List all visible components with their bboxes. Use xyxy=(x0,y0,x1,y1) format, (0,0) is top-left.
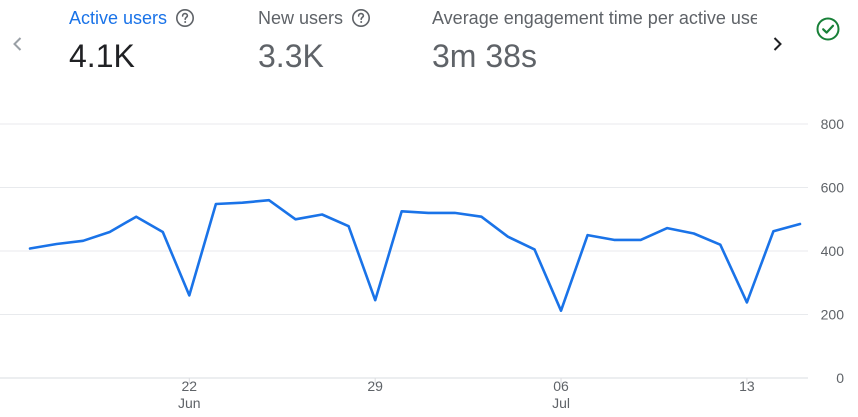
x-tick-label-day: 29 xyxy=(367,378,383,394)
status-badge[interactable] xyxy=(814,15,842,43)
metric-value: 4.1K xyxy=(69,38,135,74)
chart-series xyxy=(28,198,802,312)
check-circle-icon xyxy=(816,17,840,41)
metric-label: Active users xyxy=(69,8,168,28)
y-tick-label: 600 xyxy=(821,180,845,196)
series-line-active-users xyxy=(28,198,802,312)
x-tick-label-day: 13 xyxy=(739,378,755,394)
y-tick-label: 800 xyxy=(821,116,845,132)
y-axis-ticks: 0 200 400 600 800 xyxy=(821,116,845,386)
help-circle-icon[interactable] xyxy=(175,8,195,28)
chevron-left-icon xyxy=(13,37,22,51)
next-metrics-button[interactable] xyxy=(759,26,795,62)
metric-value: 3.3K xyxy=(258,38,324,74)
help-circle-icon[interactable] xyxy=(351,8,371,28)
chevron-right-icon xyxy=(773,37,782,51)
metric-active-users[interactable]: Active users 4.1K xyxy=(69,6,195,78)
x-tick-label-day: 22 xyxy=(182,378,198,394)
chart-gridlines xyxy=(0,123,808,379)
metric-label: New users xyxy=(258,8,344,28)
y-tick-label: 200 xyxy=(821,307,845,323)
y-tick-label: 0 xyxy=(836,370,844,386)
x-tick-label-month: Jul xyxy=(552,395,570,411)
y-tick-label: 400 xyxy=(821,243,845,259)
x-tick-label-day: 06 xyxy=(553,378,569,394)
metric-new-users[interactable]: New users 3.3K xyxy=(258,6,371,78)
metric-label: Average engagement time per active user xyxy=(432,8,757,28)
metric-value: 3m 38s xyxy=(432,38,537,74)
x-tick-label-month: Jun xyxy=(178,395,201,411)
prev-metrics-button[interactable] xyxy=(0,26,36,62)
metric-average-engagement-time[interactable]: Average engagement time per active user … xyxy=(432,6,757,78)
